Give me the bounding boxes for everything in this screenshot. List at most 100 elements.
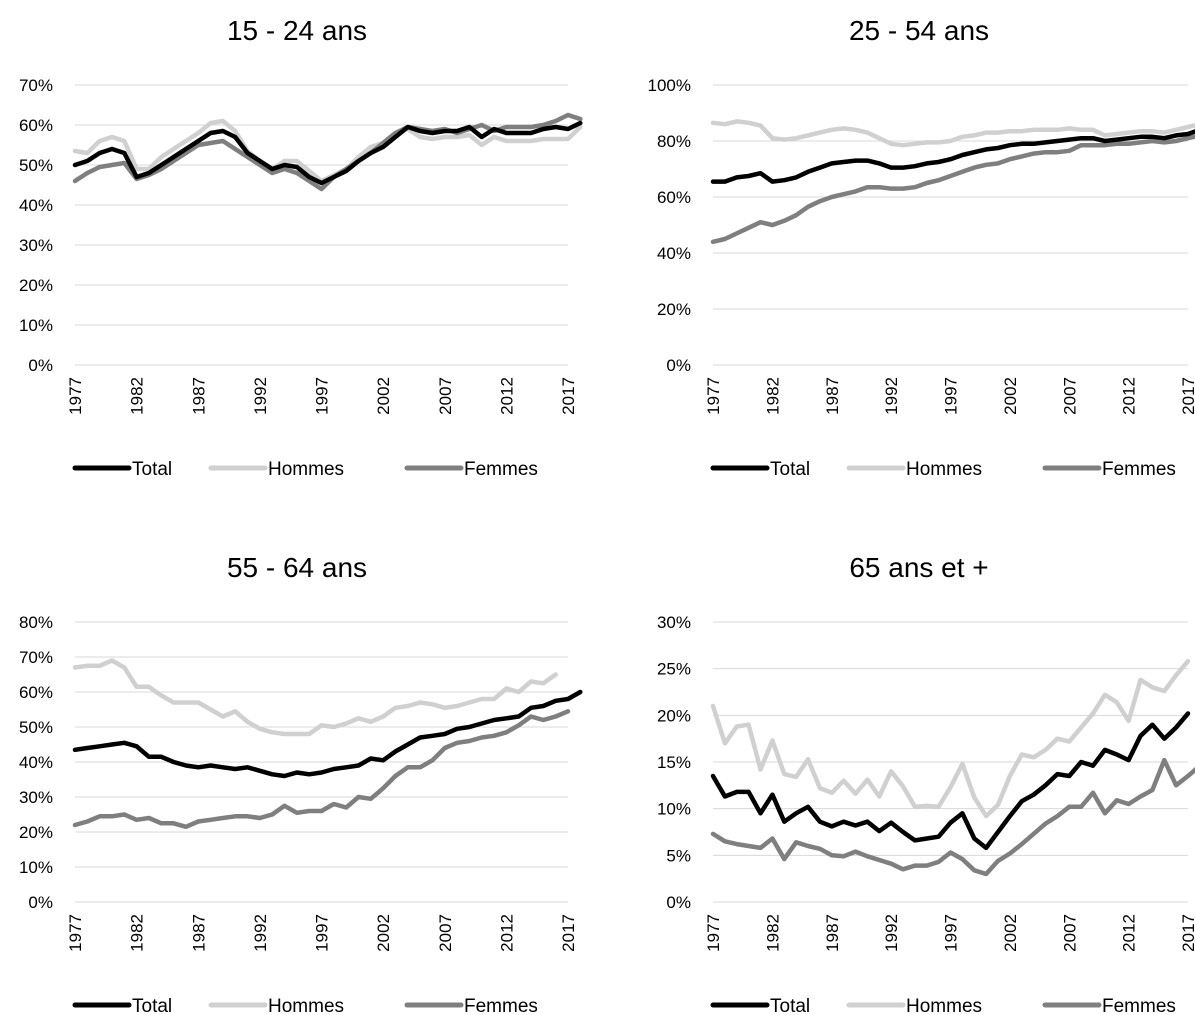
x-tick-label: 1992: [251, 377, 270, 415]
y-tick-label: 0%: [28, 356, 53, 375]
chart-panel-65-plus: 65 ans et + 0% 5% 10% 15% 20% 25% 30% 1977 1982…: [657, 552, 1195, 1015]
y-tick-label: 100%: [648, 76, 691, 95]
y-tick-label: 20%: [19, 276, 53, 295]
series-line-total: [710, 129, 1195, 184]
x-tick-label: 2007: [1060, 914, 1079, 952]
y-tick-label: 25%: [657, 660, 691, 679]
series-line-hommes: [710, 658, 1191, 819]
x-tick-label: 2002: [374, 914, 393, 952]
legend-label-hommes: Hommes: [906, 459, 982, 480]
panel-title: 65 ans et +: [849, 552, 988, 583]
legend-label-total: Total: [770, 996, 810, 1015]
y-tick-label: 5%: [666, 846, 691, 865]
x-tick-label: 2007: [436, 377, 455, 415]
y-tick-label: 60%: [657, 188, 691, 207]
legend-label-total: Total: [132, 996, 172, 1015]
x-tick-label: 1982: [128, 914, 147, 952]
x-tick-label: 1982: [128, 377, 147, 415]
legend-label-hommes: Hommes: [268, 459, 344, 480]
panel-title: 55 - 64 ans: [227, 552, 367, 583]
x-tick-label: 2017: [559, 914, 578, 952]
legend-label-hommes: Hommes: [268, 996, 344, 1015]
x-tick-label: 2002: [1001, 914, 1020, 952]
y-tick-label: 80%: [657, 132, 691, 151]
y-tick-label: 0%: [666, 893, 691, 912]
y-tick-label: 80%: [19, 613, 53, 632]
panel-title: 15 - 24 ans: [227, 15, 367, 46]
y-tick-label: 60%: [19, 116, 53, 135]
y-tick-label: 20%: [19, 823, 53, 842]
x-tick-label: 2017: [559, 377, 578, 415]
x-tick-label: 1992: [251, 914, 270, 952]
series-line-femmes: [72, 709, 571, 830]
x-tick-label: 1987: [823, 377, 842, 415]
x-tick-label: 1977: [704, 377, 723, 415]
x-tick-label: 2017: [1179, 914, 1195, 952]
legend: Total Hommes Femmes: [710, 459, 1176, 480]
x-tick-label: 2012: [1120, 914, 1139, 952]
y-tick-label: 50%: [19, 156, 53, 175]
y-tick-label: 10%: [19, 858, 53, 877]
y-tick-label: 60%: [19, 683, 53, 702]
y-tick-label: 30%: [19, 788, 53, 807]
legend: Total Hommes Femmes: [710, 996, 1176, 1015]
x-tick-label: 2012: [1120, 377, 1139, 415]
x-tick-label: 2012: [497, 914, 516, 952]
panel-title: 25 - 54 ans: [849, 15, 989, 46]
x-tick-label: 2002: [374, 377, 393, 415]
x-tick-label: 1977: [66, 914, 85, 952]
x-tick-label: 1982: [763, 914, 782, 952]
legend-label-femmes: Femmes: [464, 459, 538, 480]
x-tick-label: 1987: [823, 914, 842, 952]
legend: Total Hommes Femmes: [72, 996, 538, 1015]
series-line-total: [72, 689, 583, 779]
y-tick-label: 15%: [657, 753, 691, 772]
x-tick-label: 2007: [436, 914, 455, 952]
x-tick-label: 1997: [942, 377, 961, 415]
x-tick-label: 2007: [1060, 377, 1079, 415]
x-tick-label: 1997: [313, 914, 332, 952]
y-tick-label: 30%: [19, 236, 53, 255]
y-tick-label: 10%: [19, 316, 53, 335]
y-tick-label: 20%: [657, 300, 691, 319]
y-tick-label: 40%: [19, 753, 53, 772]
x-tick-label: 1997: [942, 914, 961, 952]
x-tick-label: 1977: [66, 377, 85, 415]
legend-label-femmes: Femmes: [1102, 996, 1176, 1015]
legend: Total Hommes Femmes: [72, 459, 538, 480]
x-tick-label: 2017: [1179, 377, 1195, 415]
y-tick-label: 40%: [657, 244, 691, 263]
x-tick-label: 1997: [313, 377, 332, 415]
x-tick-label: 1982: [763, 377, 782, 415]
legend-label-total: Total: [132, 459, 172, 480]
y-tick-label: 10%: [657, 800, 691, 819]
series-line-total: [710, 711, 1191, 851]
series-line-femmes: [710, 757, 1195, 877]
chart-panel-25-54: 25 - 54 ans 0% 20% 40% 60% 80% 100% 1977 1982 1…: [648, 15, 1195, 480]
legend-label-total: Total: [770, 459, 810, 480]
legend-label-femmes: Femmes: [1102, 459, 1176, 480]
chart-panel-15-24: 15 - 24 ans 0% 10% 20% 30% 40% 50% 60% 70% 1977…: [19, 15, 583, 480]
series-line-hommes: [72, 658, 558, 737]
y-tick-label: 20%: [657, 706, 691, 725]
legend-label-femmes: Femmes: [464, 996, 538, 1015]
y-tick-label: 0%: [666, 356, 691, 375]
chart-panel-55-64: 55 - 64 ans 0% 10% 20% 30% 40% 50% 60% 70% 80% 1…: [19, 552, 583, 1015]
x-tick-label: 1992: [882, 914, 901, 952]
y-tick-label: 70%: [19, 648, 53, 667]
x-tick-label: 1977: [704, 914, 723, 952]
series-line-femmes: [710, 134, 1195, 245]
y-tick-label: 50%: [19, 718, 53, 737]
y-tick-label: 0%: [28, 893, 53, 912]
x-tick-label: 1987: [189, 914, 208, 952]
y-tick-label: 40%: [19, 196, 53, 215]
x-tick-label: 1992: [882, 377, 901, 415]
legend-label-hommes: Hommes: [906, 996, 982, 1015]
x-tick-label: 2002: [1001, 377, 1020, 415]
x-tick-label: 2012: [497, 377, 516, 415]
y-tick-label: 30%: [657, 613, 691, 632]
series-line-hommes: [710, 119, 1195, 148]
y-tick-label: 70%: [19, 76, 53, 95]
series-line-total: [72, 120, 583, 186]
